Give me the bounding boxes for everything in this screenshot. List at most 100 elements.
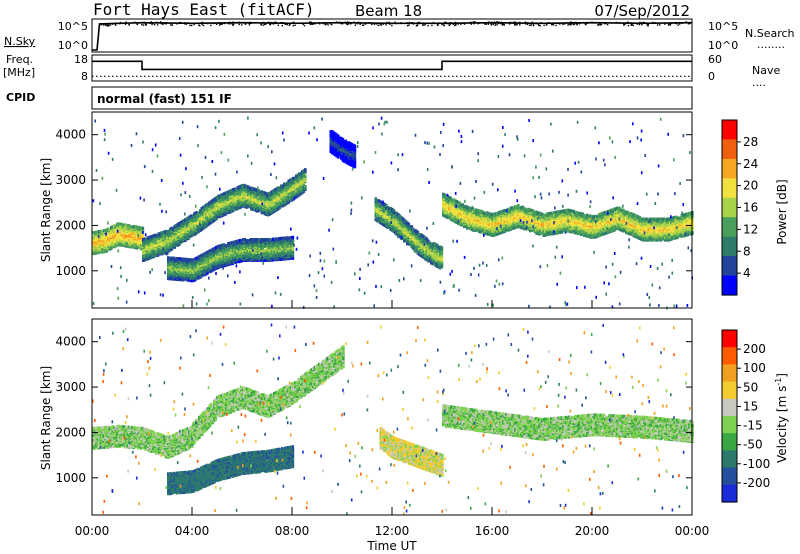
nsky-point xyxy=(643,22,644,23)
nsky-point xyxy=(645,22,646,23)
nsky-point xyxy=(509,23,510,24)
nsky-point xyxy=(407,22,408,23)
nsky-point xyxy=(381,24,382,25)
nsky-point xyxy=(641,24,642,25)
nsky-point xyxy=(433,22,434,23)
nsky-point xyxy=(552,24,553,25)
nsky-point xyxy=(293,22,294,23)
nsky-point xyxy=(411,22,412,23)
nsky-point xyxy=(570,21,571,22)
nsky-point xyxy=(249,24,250,25)
nsky-point xyxy=(688,23,689,24)
nsky-point xyxy=(527,22,528,23)
nsky-point xyxy=(408,25,409,26)
nsky-point xyxy=(115,24,116,25)
nsky-point xyxy=(493,24,494,25)
nsky-point xyxy=(540,25,541,26)
nsky-point xyxy=(187,22,188,23)
nsky-point xyxy=(639,22,640,23)
nsky-point xyxy=(347,24,348,25)
nsky-point xyxy=(265,23,266,24)
nsky-point xyxy=(571,23,572,24)
cpid-label: CPID xyxy=(6,91,35,104)
nsky-point xyxy=(304,25,305,26)
nsky-point xyxy=(378,25,379,26)
nsky-point xyxy=(357,23,358,24)
nsky-point xyxy=(535,23,536,24)
power-cell xyxy=(304,175,307,178)
nsky-point xyxy=(503,24,504,25)
nsky-point xyxy=(350,22,351,23)
nsky-point xyxy=(376,23,377,24)
nsky-tick-bottom-right: 10^0 xyxy=(708,39,738,52)
nsky-point xyxy=(445,22,446,23)
nsky-point xyxy=(160,21,161,22)
nsky-point xyxy=(474,23,475,24)
nsky-point xyxy=(314,23,315,24)
nsky-point xyxy=(170,24,171,25)
nsky-point xyxy=(374,23,375,24)
nsky-point xyxy=(647,24,648,25)
nsky-point xyxy=(422,22,423,23)
nsky-point xyxy=(495,25,496,26)
nsky-point xyxy=(324,22,325,23)
nsky-point xyxy=(623,24,624,25)
nsky-point xyxy=(483,22,484,23)
nsky-point xyxy=(141,24,142,25)
nsky-point xyxy=(670,24,671,25)
nsky-point xyxy=(285,24,286,25)
nsky-point xyxy=(607,24,608,25)
nsky-point xyxy=(664,23,665,24)
power-cell xyxy=(304,168,307,171)
nsky-point xyxy=(172,24,173,25)
nsky-point xyxy=(396,23,397,24)
nsky-point xyxy=(619,22,620,23)
nsky-point xyxy=(162,24,163,25)
nsky-point xyxy=(599,23,600,24)
nsky-point xyxy=(120,22,121,23)
nsky-strip: N.Sky 10^5 10^0 10^5 10^0 N.Search .....… xyxy=(4,19,795,52)
nave-tick-top: 60 xyxy=(708,53,722,66)
nsky-point xyxy=(671,23,672,24)
nsky-point xyxy=(101,24,102,25)
nsky-point xyxy=(215,23,216,24)
nsky-point xyxy=(131,22,132,23)
nsky-point xyxy=(628,25,629,26)
nsky-point xyxy=(202,24,203,25)
nsky-point xyxy=(475,22,476,23)
nsky-point xyxy=(310,24,311,25)
nsky-point xyxy=(340,23,341,24)
nsky-point xyxy=(241,24,242,25)
nsky-point xyxy=(165,22,166,23)
nsky-point xyxy=(577,23,578,24)
nsky-point xyxy=(438,22,439,23)
nsky-point xyxy=(157,24,158,25)
nsky-point xyxy=(548,22,549,23)
nsky-point xyxy=(431,25,432,26)
nsky-point xyxy=(233,21,234,22)
nsky-point xyxy=(511,22,512,23)
nsky-point xyxy=(458,23,459,24)
nsky-point xyxy=(525,23,526,24)
nsky-point xyxy=(659,24,660,25)
nsky-point xyxy=(229,23,230,24)
nsky-point xyxy=(678,25,679,26)
nsky-point xyxy=(263,25,264,26)
cpid-text: normal (fast) 151 IF xyxy=(97,92,232,106)
nsky-point xyxy=(203,25,204,26)
nsky-point xyxy=(556,22,557,23)
nsky-point xyxy=(371,24,372,25)
nsky-point xyxy=(616,22,617,23)
nsearch-dots: ........ xyxy=(757,38,785,51)
nsky-point xyxy=(218,22,219,23)
nsky-point xyxy=(108,25,109,26)
nsky-point xyxy=(495,23,496,24)
freq-tick-top: 18 xyxy=(74,53,88,66)
nsky-point xyxy=(368,22,369,23)
nsky-point xyxy=(689,23,690,24)
nsky-point xyxy=(112,23,113,24)
beam-title: Beam 18 xyxy=(355,2,422,20)
nsky-point xyxy=(229,22,230,23)
nsky-point xyxy=(539,23,540,24)
